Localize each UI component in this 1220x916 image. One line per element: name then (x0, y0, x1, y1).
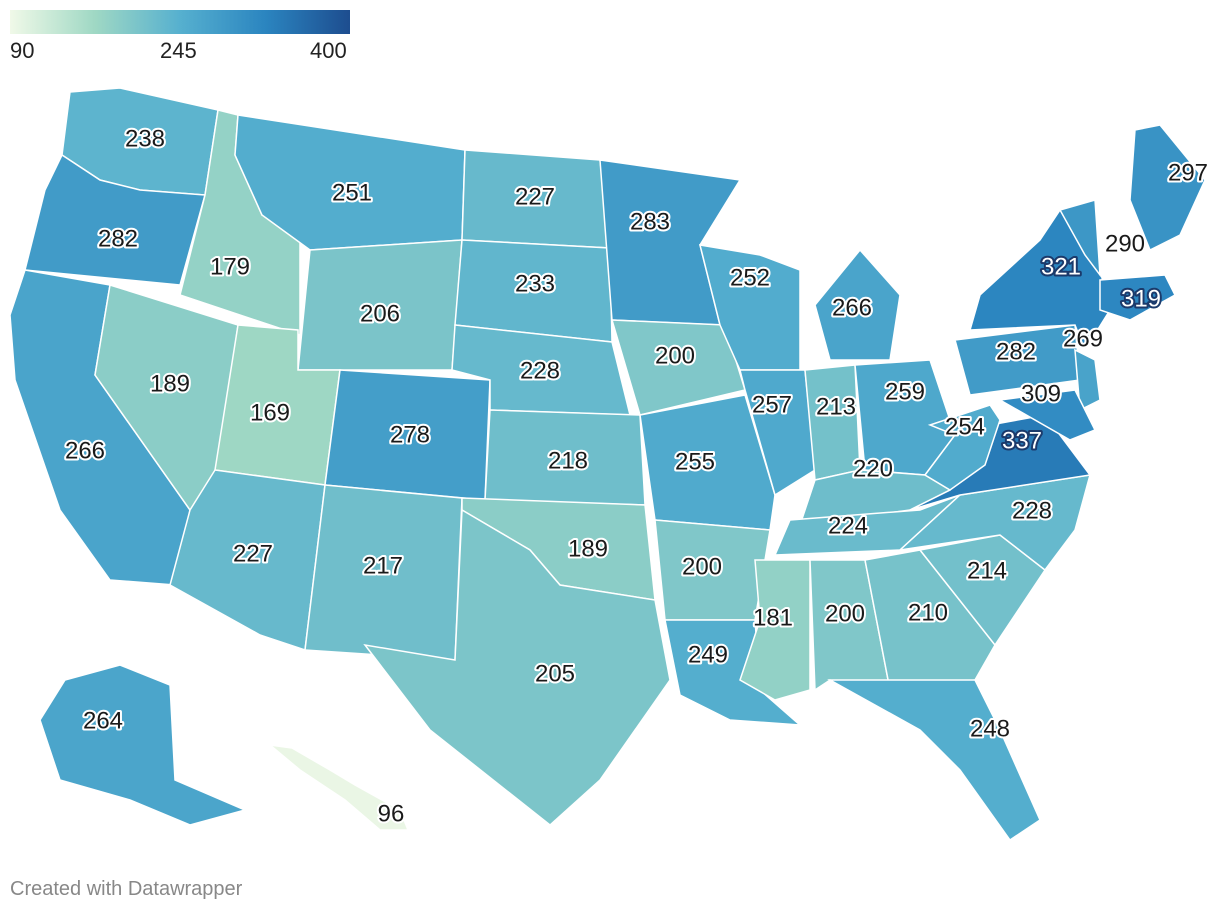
state-value-label-sd: 233 (515, 270, 555, 297)
state-value-label-id: 179 (210, 253, 250, 280)
state-ga (864, 549, 996, 691)
state-value-labels: 238 282 266 179 189 251 206 169 227 278 217 227 233 2… (63, 123, 1210, 829)
state-value-label-ny: 321 (1041, 253, 1081, 280)
state-value-label-hi: 96 (378, 800, 405, 827)
state-value-label-nv: 189 (150, 370, 190, 397)
state-value-label-wi: 252 (730, 264, 770, 291)
state-value-label-ak: 264 (83, 707, 123, 734)
state-value-label-tx: 205 (535, 660, 575, 687)
state-la (664, 619, 803, 726)
state-value-label-vt: 290 (1105, 230, 1145, 257)
state-me (1129, 124, 1206, 252)
legend-min-label: 90 (10, 38, 35, 63)
state-ma (1099, 274, 1176, 321)
state-value-label-al: 200 (825, 600, 865, 627)
state-value-label-mi: 266 (832, 294, 872, 321)
state-value-label-mn: 283 (630, 208, 670, 235)
us-choropleth-map: 238 282 266 179 189 251 206 169 227 278 217 227 233 2… (9, 87, 1210, 842)
state-value-label-me: 297 (1168, 159, 1208, 186)
state-value-label-fl: 248 (970, 715, 1010, 742)
state-value-label-nm: 217 (363, 552, 403, 579)
state-value-label-ma: 319 (1121, 285, 1161, 312)
state-value-label-ut: 169 (250, 399, 290, 426)
state-value-label-wa: 238 (125, 125, 165, 152)
state-value-label-in: 213 (816, 393, 856, 420)
state-value-label-md: 309 (1021, 380, 1061, 407)
state-value-label-ky: 220 (853, 455, 893, 482)
legend-gradient-bar (10, 10, 350, 34)
state-value-label-sc: 214 (967, 557, 1007, 584)
state-value-label-co: 278 (390, 421, 430, 448)
state-value-label-wv: 254 (945, 413, 985, 440)
state-value-label-ga: 210 (908, 599, 948, 626)
state-value-label-ca: 266 (65, 437, 105, 464)
state-wv (923, 404, 1001, 491)
state-value-label-pa: 282 (996, 338, 1036, 365)
state-ak (39, 664, 248, 826)
state-value-label-az: 227 (233, 540, 273, 567)
state-mi (814, 248, 901, 361)
state-value-label-mt: 251 (332, 179, 372, 206)
state-or (24, 153, 206, 286)
legend-max-label: 400 (310, 38, 347, 63)
color-legend: 90 245 400 (10, 10, 350, 70)
state-value-label-ne: 228 (520, 357, 560, 384)
state-md (997, 389, 1097, 441)
state-value-label-nc: 228 (1012, 497, 1052, 524)
state-value-label-nj: 269 (1063, 325, 1103, 352)
state-value-label-ia: 200 (655, 342, 695, 369)
legend-mid-label: 245 (160, 38, 197, 63)
state-nj (1074, 348, 1101, 412)
state-value-label-mo: 255 (675, 448, 715, 475)
state-mo (639, 394, 776, 531)
state-value-label-ms: 181 (753, 604, 793, 631)
state-il (739, 369, 816, 497)
state-tx (363, 508, 671, 826)
state-vt (1058, 199, 1101, 278)
state-value-label-ok: 189 (568, 535, 608, 562)
state-value-label-ks: 218 (548, 447, 588, 474)
state-value-label-il: 257 (752, 391, 792, 418)
state-value-label-oh: 259 (885, 378, 925, 405)
state-value-label-nd: 227 (515, 183, 555, 210)
state-in (804, 364, 861, 481)
state-value-label-tn: 224 (828, 512, 868, 539)
state-value-label-ar: 200 (682, 553, 722, 580)
state-value-label-or: 282 (98, 225, 138, 252)
state-fl (827, 679, 1041, 842)
state-value-label-wy: 206 (360, 300, 400, 327)
state-value-label-va: 337 (1002, 427, 1042, 454)
credit-footer: Created with Datawrapper (10, 878, 243, 900)
state-shapes (9, 87, 1206, 842)
state-hi (267, 743, 410, 831)
state-value-label-la: 249 (688, 641, 728, 668)
